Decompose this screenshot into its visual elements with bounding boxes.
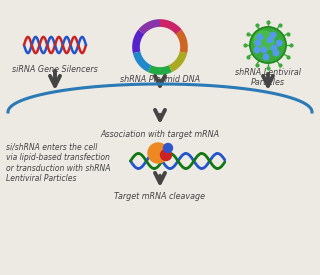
Circle shape bbox=[255, 40, 261, 46]
Circle shape bbox=[273, 50, 279, 56]
Circle shape bbox=[263, 54, 269, 60]
Circle shape bbox=[270, 32, 276, 38]
Circle shape bbox=[148, 143, 168, 163]
Circle shape bbox=[254, 47, 260, 53]
Circle shape bbox=[276, 40, 282, 46]
Text: shRNA Plasmid DNA: shRNA Plasmid DNA bbox=[120, 75, 200, 84]
Circle shape bbox=[254, 31, 274, 51]
Circle shape bbox=[261, 47, 267, 53]
Circle shape bbox=[257, 34, 263, 40]
Circle shape bbox=[161, 150, 172, 161]
Text: si/shRNA enters the cell
via lipid-based transfection
or transduction with shRNA: si/shRNA enters the cell via lipid-based… bbox=[6, 143, 110, 183]
Text: siRNA Gene Silencers: siRNA Gene Silencers bbox=[12, 65, 98, 74]
Text: Target mRNA cleavage: Target mRNA cleavage bbox=[115, 192, 205, 201]
Circle shape bbox=[267, 37, 273, 43]
Circle shape bbox=[271, 45, 277, 51]
Text: shRNA Lentiviral
Particles: shRNA Lentiviral Particles bbox=[235, 68, 301, 87]
Circle shape bbox=[164, 144, 172, 153]
Circle shape bbox=[250, 27, 286, 63]
Text: Association with target mRNA: Association with target mRNA bbox=[100, 130, 220, 139]
